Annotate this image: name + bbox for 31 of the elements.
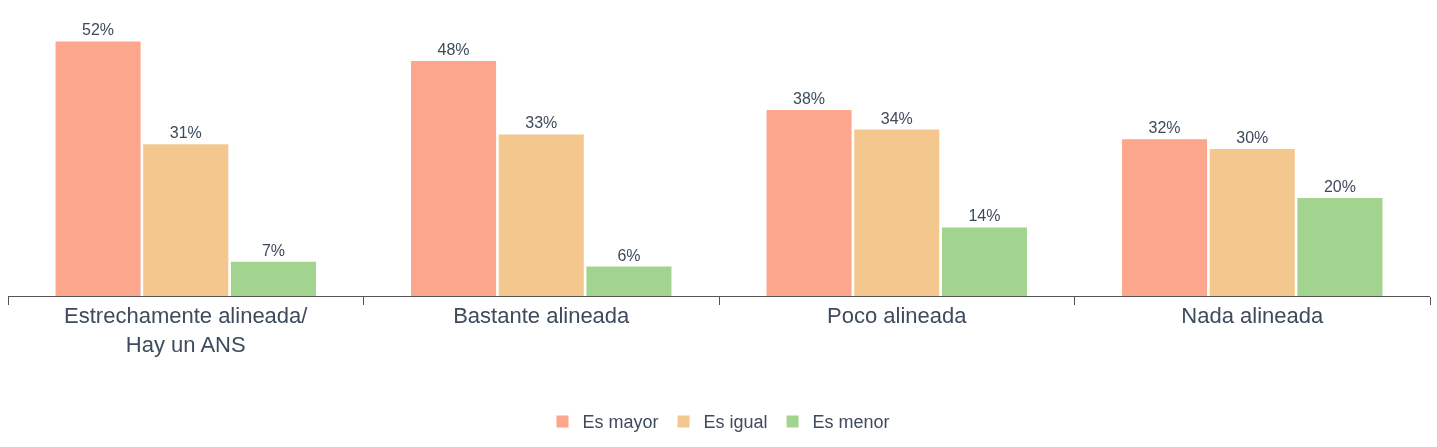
bar <box>854 129 940 296</box>
bar <box>230 261 316 296</box>
bar <box>411 60 497 296</box>
x-tick-label: Estrechamente alineada/ Hay un ANS <box>64 303 309 357</box>
bar <box>498 134 584 296</box>
x-tick-label: Bastante alineada <box>453 303 631 329</box>
data-label: 52% <box>82 21 115 39</box>
data-label: 30% <box>1236 129 1269 147</box>
bar <box>143 144 229 296</box>
bar <box>941 227 1027 296</box>
data-label: 33% <box>525 114 558 132</box>
data-label: 32% <box>1148 119 1181 137</box>
bar <box>1122 139 1208 296</box>
bar <box>1297 198 1383 296</box>
x-tick-label: Poco alineada <box>827 303 968 329</box>
data-label: 48% <box>437 40 470 58</box>
data-label: 20% <box>1323 178 1356 196</box>
legend-label: Es igual <box>703 412 768 433</box>
data-label: 31% <box>169 124 202 142</box>
bar <box>1209 149 1295 296</box>
bar <box>586 266 672 296</box>
x-tick-label: Nada alineada <box>1181 303 1324 329</box>
bar <box>55 41 141 296</box>
data-label: 6% <box>617 246 641 264</box>
data-label: 7% <box>261 241 285 259</box>
data-label: 14% <box>968 207 1001 225</box>
data-label: 34% <box>880 109 913 127</box>
legend-label: Es menor <box>812 412 890 433</box>
legend-label: Es mayor <box>582 412 659 433</box>
bar <box>766 109 852 296</box>
data-label: 38% <box>793 89 826 107</box>
